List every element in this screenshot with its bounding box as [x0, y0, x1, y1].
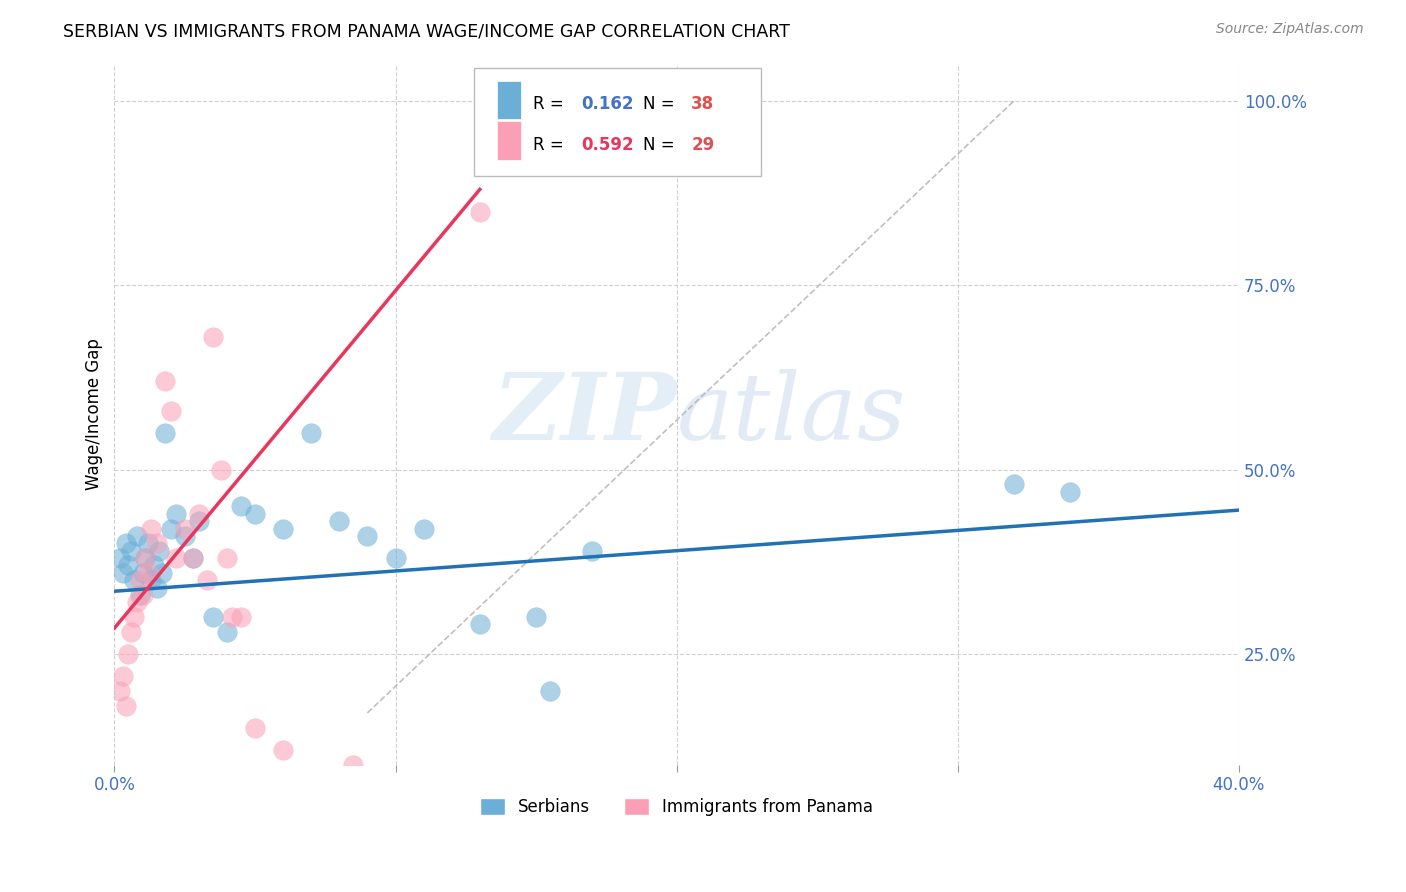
Point	[136, 536, 159, 550]
Point	[1059, 484, 1081, 499]
Text: 0.592: 0.592	[581, 136, 634, 153]
Text: atlas: atlas	[676, 369, 905, 459]
Point	[229, 610, 252, 624]
Point	[114, 536, 136, 550]
Point	[153, 425, 176, 440]
Point	[271, 743, 294, 757]
Text: 38: 38	[692, 95, 714, 113]
Point	[108, 683, 131, 698]
Text: ZIP: ZIP	[492, 369, 676, 459]
Text: 0.162: 0.162	[581, 95, 634, 113]
Point	[125, 595, 148, 609]
Point	[145, 536, 167, 550]
Text: SERBIAN VS IMMIGRANTS FROM PANAMA WAGE/INCOME GAP CORRELATION CHART: SERBIAN VS IMMIGRANTS FROM PANAMA WAGE/I…	[63, 22, 790, 40]
Point	[342, 757, 364, 772]
Y-axis label: Wage/Income Gap: Wage/Income Gap	[86, 338, 103, 491]
Point	[122, 610, 145, 624]
Bar	[496, 81, 522, 120]
Point	[221, 610, 243, 624]
Point	[356, 529, 378, 543]
Point	[142, 558, 165, 573]
Point	[215, 551, 238, 566]
Point	[384, 551, 406, 566]
Text: 29: 29	[692, 136, 714, 153]
Point	[229, 500, 252, 514]
Legend: Serbians, Immigrants from Panama: Serbians, Immigrants from Panama	[479, 797, 873, 815]
Point	[181, 551, 204, 566]
Point	[139, 573, 162, 587]
Point	[165, 551, 187, 566]
Point	[128, 588, 150, 602]
Point	[468, 617, 491, 632]
Point	[117, 647, 139, 661]
Text: R =: R =	[533, 136, 568, 153]
Point	[108, 551, 131, 566]
Point	[134, 551, 156, 566]
Point	[111, 669, 134, 683]
Point	[181, 551, 204, 566]
Point	[125, 529, 148, 543]
Point	[299, 425, 322, 440]
Point	[468, 204, 491, 219]
Point	[122, 573, 145, 587]
Point	[120, 624, 142, 639]
Point	[153, 374, 176, 388]
Point	[128, 573, 150, 587]
Point	[120, 543, 142, 558]
Point	[187, 514, 209, 528]
Point	[243, 507, 266, 521]
Point	[209, 462, 232, 476]
Text: N =: N =	[643, 95, 679, 113]
Point	[1002, 477, 1025, 491]
Text: R =: R =	[533, 95, 568, 113]
Point	[136, 566, 159, 580]
Point	[111, 566, 134, 580]
Point	[412, 522, 434, 536]
Point	[159, 522, 181, 536]
Point	[148, 543, 170, 558]
Point	[134, 551, 156, 566]
Point	[165, 507, 187, 521]
Point	[215, 624, 238, 639]
Point	[131, 588, 153, 602]
Bar	[496, 121, 522, 160]
Point	[328, 514, 350, 528]
Point	[195, 573, 218, 587]
Text: Source: ZipAtlas.com: Source: ZipAtlas.com	[1216, 22, 1364, 37]
Text: N =: N =	[643, 136, 679, 153]
Point	[524, 610, 547, 624]
Point	[131, 566, 153, 580]
Point	[243, 721, 266, 735]
Point	[159, 403, 181, 417]
Point	[271, 522, 294, 536]
Point	[581, 543, 603, 558]
Point	[145, 581, 167, 595]
Point	[187, 507, 209, 521]
Point	[201, 610, 224, 624]
Point	[150, 566, 173, 580]
Point	[139, 522, 162, 536]
Point	[173, 522, 195, 536]
FancyBboxPatch shape	[474, 68, 761, 176]
Point	[538, 683, 561, 698]
Point	[201, 330, 224, 344]
Point	[114, 698, 136, 713]
Point	[173, 529, 195, 543]
Point	[117, 558, 139, 573]
